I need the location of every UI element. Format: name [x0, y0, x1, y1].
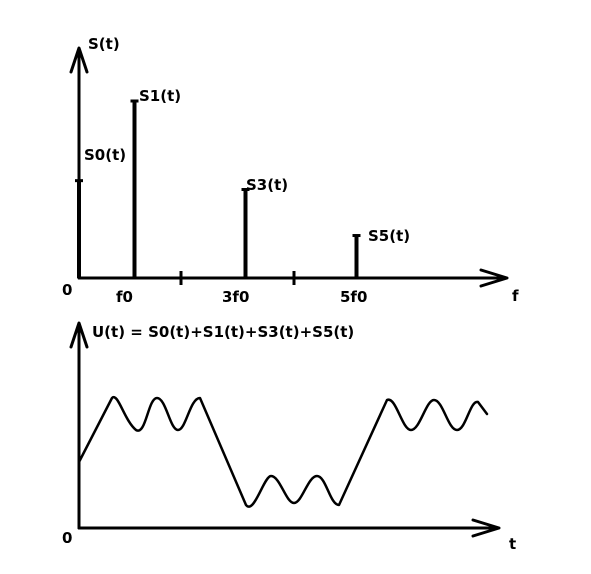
spectrum-origin-label: 0 — [62, 281, 72, 299]
component-label-s5: S5(t) — [368, 227, 410, 245]
spectrum-y-axis-label: S(t) — [88, 35, 120, 53]
x-tick-label-3f0: 3f0 — [222, 288, 249, 306]
signal-y-arrowhead — [69, 321, 89, 349]
signal-panel: U(t) = S0(t)+S1(t)+S3(t)+S5(t) t 0 — [62, 321, 516, 553]
composite-waveform — [77, 395, 489, 508]
x-tick-label-f0: f0 — [116, 288, 133, 306]
spectrum-x-axis-label: f — [512, 287, 519, 305]
signal-x-axis-label: t — [509, 535, 516, 553]
x-tick-label-5f0: 5f0 — [340, 288, 367, 306]
component-label-s1: S1(t) — [139, 87, 181, 105]
signal-origin-label: 0 — [62, 529, 72, 547]
spectrum-panel: S(t) f 0 f0 3f0 5f0 S0(t) S1(t) S3(t) S5… — [62, 35, 519, 306]
component-label-s0: S0(t) — [84, 146, 126, 164]
signal-x-arrowhead — [471, 518, 501, 538]
signal-equation: U(t) = S0(t)+S1(t)+S3(t)+S5(t) — [92, 323, 354, 341]
spectrum-y-arrowhead — [69, 46, 89, 74]
component-label-s3: S3(t) — [246, 176, 288, 194]
spectrum-x-arrowhead — [479, 268, 509, 288]
spectral-lines — [75, 99, 361, 278]
